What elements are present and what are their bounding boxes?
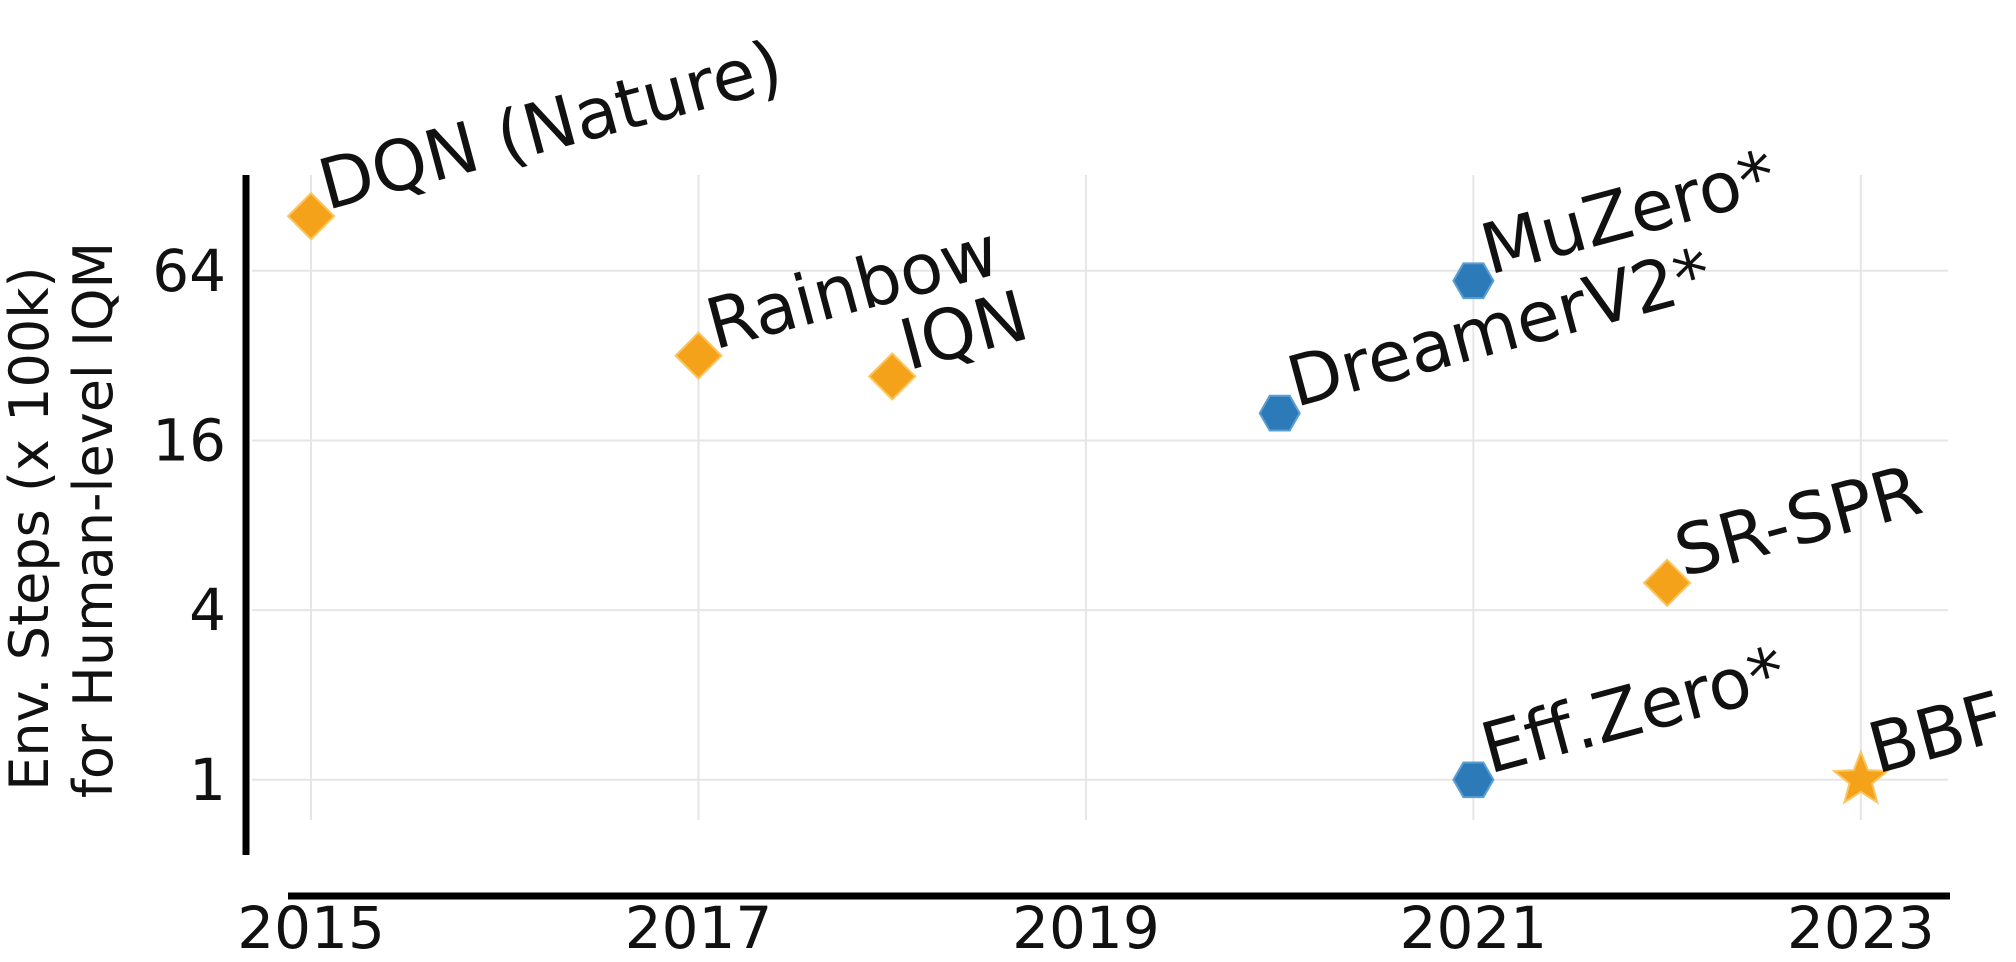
point-sr-spr <box>1642 558 1692 608</box>
point-bbf <box>1831 749 1891 805</box>
y-tick-label: 64 <box>152 237 226 305</box>
point-label-bbf: BBF <box>1860 676 2013 790</box>
y-axis-title-line-1: Env. Steps (x 100k) <box>0 266 61 790</box>
x-tick-label: 2017 <box>625 894 773 962</box>
y-tick-label: 1 <box>189 746 226 814</box>
grid <box>252 175 1948 820</box>
point-rainbow <box>674 331 723 381</box>
x-tick-label: 2015 <box>237 894 385 962</box>
point-muzero <box>1452 262 1495 300</box>
y-tick-label: 16 <box>152 406 226 474</box>
data-points <box>286 191 1891 805</box>
point-label-dqn-nature: DQN (Nature) <box>310 24 791 226</box>
x-tick-label: 2023 <box>1787 894 1935 962</box>
x-tick-label: 2021 <box>1400 894 1548 962</box>
point-eff-zero <box>1452 761 1495 799</box>
point-dqn-nature <box>286 191 336 241</box>
y-tick-label: 4 <box>189 576 226 644</box>
point-iqn <box>867 352 917 401</box>
axes <box>242 175 1950 900</box>
point-label-eff-zero: Eff.Zero* <box>1473 631 1794 791</box>
tick-labels: 2015 2017 2019 2021 2023 1 4 16 64 <box>152 237 1934 962</box>
point-dreamerv2 <box>1258 394 1301 432</box>
y-axis-title-line-2: for Human-level IQM <box>62 242 125 798</box>
y-axis-title: Env. Steps (x 100k) for Human-level IQM <box>0 242 125 798</box>
x-tick-label: 2019 <box>1012 894 1160 962</box>
point-label-sr-spr: SR-SPR <box>1666 449 1929 593</box>
